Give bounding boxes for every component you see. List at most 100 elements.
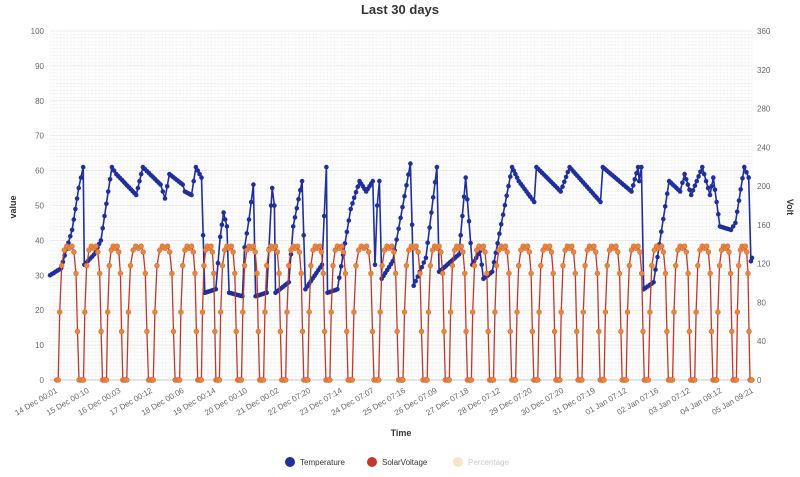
temperature-point [468, 240, 473, 246]
solarvoltage-point [569, 243, 575, 249]
temperature-point [746, 175, 751, 180]
solarvoltage-point [440, 270, 446, 277]
temperature-point [749, 255, 755, 261]
temperature-point [475, 252, 481, 257]
solarvoltage-point [56, 309, 63, 315]
legend-marker-solarvoltage [367, 457, 377, 467]
solarvoltage-point [604, 262, 610, 269]
temperature-point [344, 229, 350, 235]
temperature-point [465, 197, 470, 202]
y-tick-right: 280 [757, 105, 771, 114]
temperature-point [346, 218, 352, 223]
solarvoltage-point [637, 249, 643, 255]
solarvoltage-point [703, 243, 710, 249]
solarvoltage-point [188, 243, 195, 249]
temperature-point [105, 189, 111, 194]
solarvoltage-point [150, 377, 157, 383]
temperature-point [419, 264, 425, 270]
temperature-point [404, 183, 409, 188]
temperature-point [711, 175, 716, 180]
solarvoltage-point [308, 262, 314, 269]
temperature-point [636, 178, 642, 184]
temperature-point [736, 198, 742, 203]
temperature-point [565, 169, 571, 175]
solarvoltage-point [482, 249, 488, 255]
solarvoltage-point [406, 247, 412, 253]
temperature-point [91, 252, 97, 257]
solarvoltage-point [138, 243, 144, 249]
solarvoltage-point [468, 377, 475, 383]
temperature-point [651, 280, 656, 285]
solarvoltage-point [104, 309, 111, 315]
y-tick-right: 320 [757, 66, 771, 75]
temperature-point [730, 224, 736, 229]
temperature-point [296, 196, 301, 202]
temperature-point [409, 222, 415, 227]
temperature-point [350, 201, 355, 206]
temperature-point [294, 206, 300, 211]
solarvoltage-point [436, 243, 442, 249]
temperature-point [400, 204, 405, 210]
solarvoltage-point [368, 270, 374, 277]
solarvoltage-point [705, 249, 712, 255]
solarvoltage-point [403, 262, 410, 269]
solarvoltage-point [417, 270, 423, 277]
solarvoltage-point [640, 328, 646, 335]
temperature-point [246, 217, 252, 222]
temperature-point [709, 184, 714, 189]
temperature-point [463, 175, 469, 180]
solarvoltage-point [69, 243, 75, 249]
solarvoltage-point [538, 262, 544, 269]
solarvoltage-point [93, 243, 99, 249]
legend-marker-percentage [453, 457, 463, 467]
temperature-point [432, 179, 438, 185]
solarvoltage-point [615, 249, 621, 255]
temperature-point [338, 264, 344, 269]
solarvoltage-point [294, 243, 301, 249]
temperature-point [712, 187, 718, 193]
temperature-point [531, 199, 537, 205]
solarvoltage-point [170, 328, 177, 335]
solarvoltage-point [330, 262, 336, 269]
solarvoltage-point [286, 262, 292, 269]
solarvoltage-point [117, 270, 124, 277]
temperature-point [687, 187, 692, 193]
solarvoltage-point [693, 309, 699, 315]
temperature-point [513, 171, 518, 177]
solarvoltage-point [103, 377, 110, 383]
temperature-point [664, 191, 670, 196]
temperature-point [466, 218, 472, 224]
series-temperature [47, 161, 755, 299]
solarvoltage-point [298, 270, 304, 277]
solarvoltage-point [379, 262, 385, 269]
solarvoltage-point [283, 377, 289, 383]
solarvoltage-point [178, 309, 184, 315]
temperature-point [733, 220, 738, 226]
temperature-point [406, 172, 411, 177]
solarvoltage-point [393, 270, 399, 277]
y-axis-title-right: Volt [785, 199, 795, 215]
solarvoltage-point [524, 243, 531, 249]
temperature-point [224, 224, 230, 229]
solarvoltage-point [613, 243, 619, 249]
temperature-point [78, 175, 84, 180]
temperature-point [221, 210, 226, 215]
temperature-point [268, 203, 274, 208]
solarvoltage-point [502, 243, 509, 249]
solarvoltage-point [176, 377, 183, 383]
solarvoltage-point [192, 270, 198, 277]
solarvoltage-point [551, 328, 558, 335]
temperature-point [635, 164, 641, 170]
temperature-point [102, 213, 107, 219]
solarvoltage-point [560, 262, 566, 269]
solarvoltage-point [686, 328, 693, 335]
solarvoltage-point [157, 247, 163, 253]
solarvoltage-point [218, 309, 224, 315]
legend-label-solarvoltage: SolarVoltage [382, 458, 428, 467]
solarvoltage-point [512, 377, 519, 383]
y-tick-right: 0 [757, 376, 762, 385]
solarvoltage-point [264, 262, 270, 269]
y-tick-left: 40 [35, 236, 44, 245]
y-tick-left: 10 [35, 341, 44, 350]
y-tick-right: 40 [757, 337, 766, 346]
